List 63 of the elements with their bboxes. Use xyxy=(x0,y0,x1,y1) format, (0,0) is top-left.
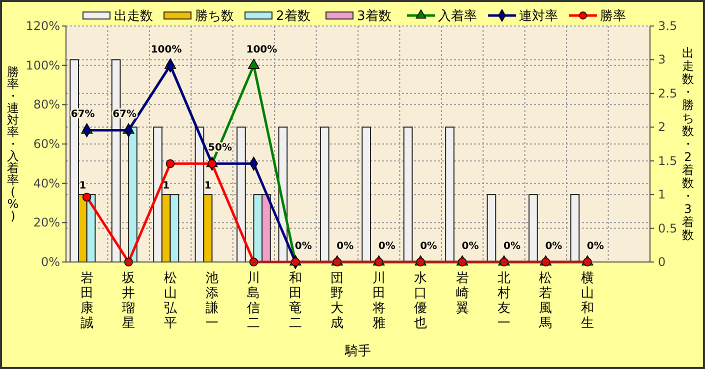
data-label: 1 xyxy=(204,180,212,192)
x-tick-label: 川島信二 xyxy=(247,271,260,331)
y2-tick-label: 2 xyxy=(658,120,666,134)
y2-tick-label: 2.5 xyxy=(658,86,678,100)
x-tick-label: 岩崎翼 xyxy=(456,271,469,316)
legend-label: 勝率 xyxy=(600,8,626,24)
x-tick-label: 坂井瑠星 xyxy=(121,271,136,331)
bar xyxy=(320,126,330,262)
y-tick-label: 60% xyxy=(33,137,60,151)
y-tick-label: 80% xyxy=(33,98,60,112)
bar xyxy=(128,126,138,262)
y2-tick-label: 0.5 xyxy=(658,221,678,236)
y2-tick-label: 3.5 xyxy=(658,19,678,33)
data-label: 0% xyxy=(462,241,479,252)
x-tick-label: 松山弘平 xyxy=(164,271,178,331)
x-tick-label: 水口優也 xyxy=(414,271,428,331)
x-tick-label: 川田将雅 xyxy=(371,271,386,331)
y-tick-label: 120% xyxy=(26,19,60,33)
data-label: 0% xyxy=(586,241,604,252)
bar xyxy=(528,194,538,262)
point xyxy=(166,159,175,168)
x-tick-label: 岩田康誠 xyxy=(80,271,94,331)
legend-label: 連対率 xyxy=(519,8,558,24)
legend-label: 3着数 xyxy=(357,8,392,24)
x-tick-label: 池添謙一 xyxy=(206,271,218,331)
bar xyxy=(445,126,454,262)
data-label: 1 xyxy=(162,180,170,192)
y-tick-label: 40% xyxy=(33,176,60,190)
y2-tick-label: 3 xyxy=(658,52,666,67)
y-tick-label: 0% xyxy=(40,255,60,269)
bar xyxy=(362,126,372,262)
data-label: 0% xyxy=(336,241,354,252)
legend-label: 勝ち数 xyxy=(195,9,234,24)
point xyxy=(82,192,92,202)
y-tick-label: 100% xyxy=(26,58,60,72)
text: 勝率・連対率・入着率(%) xyxy=(7,65,19,223)
data-label: 1 xyxy=(79,180,86,192)
legend-label: 入着率 xyxy=(438,8,477,24)
data-label: 100% xyxy=(246,44,278,56)
legend-label: 2着数 xyxy=(276,8,310,24)
data-label: 0% xyxy=(545,241,562,252)
bar xyxy=(486,194,496,262)
point xyxy=(248,58,260,69)
data-label: 0% xyxy=(378,241,396,252)
data-label: 0% xyxy=(420,241,438,252)
data-label: 0% xyxy=(294,241,312,252)
data-label: 100% xyxy=(150,44,182,56)
y-tick-label: 20% xyxy=(33,216,60,230)
x-tick-label: 和田竜二 xyxy=(288,271,302,331)
y2-tick-label: 1 xyxy=(658,188,666,202)
x-tick-label: 団野大成 xyxy=(330,271,344,331)
x-axis-title: 騎手 xyxy=(344,344,371,359)
x-tick-label: 北村友一 xyxy=(496,271,510,331)
bar xyxy=(570,194,580,262)
y2-tick-label: 0 xyxy=(658,255,666,269)
y2-tick-label: 1.5 xyxy=(658,154,678,168)
x-tick-label: 松若風馬 xyxy=(538,271,552,331)
text: 出走数・勝ち数・2着数・3着数 xyxy=(682,46,694,242)
data-label: 0% xyxy=(504,241,520,252)
x-tick-label: 横山和生 xyxy=(580,271,594,331)
bar xyxy=(403,126,413,262)
legend-label: 出走数 xyxy=(114,9,153,24)
bar xyxy=(236,126,246,262)
